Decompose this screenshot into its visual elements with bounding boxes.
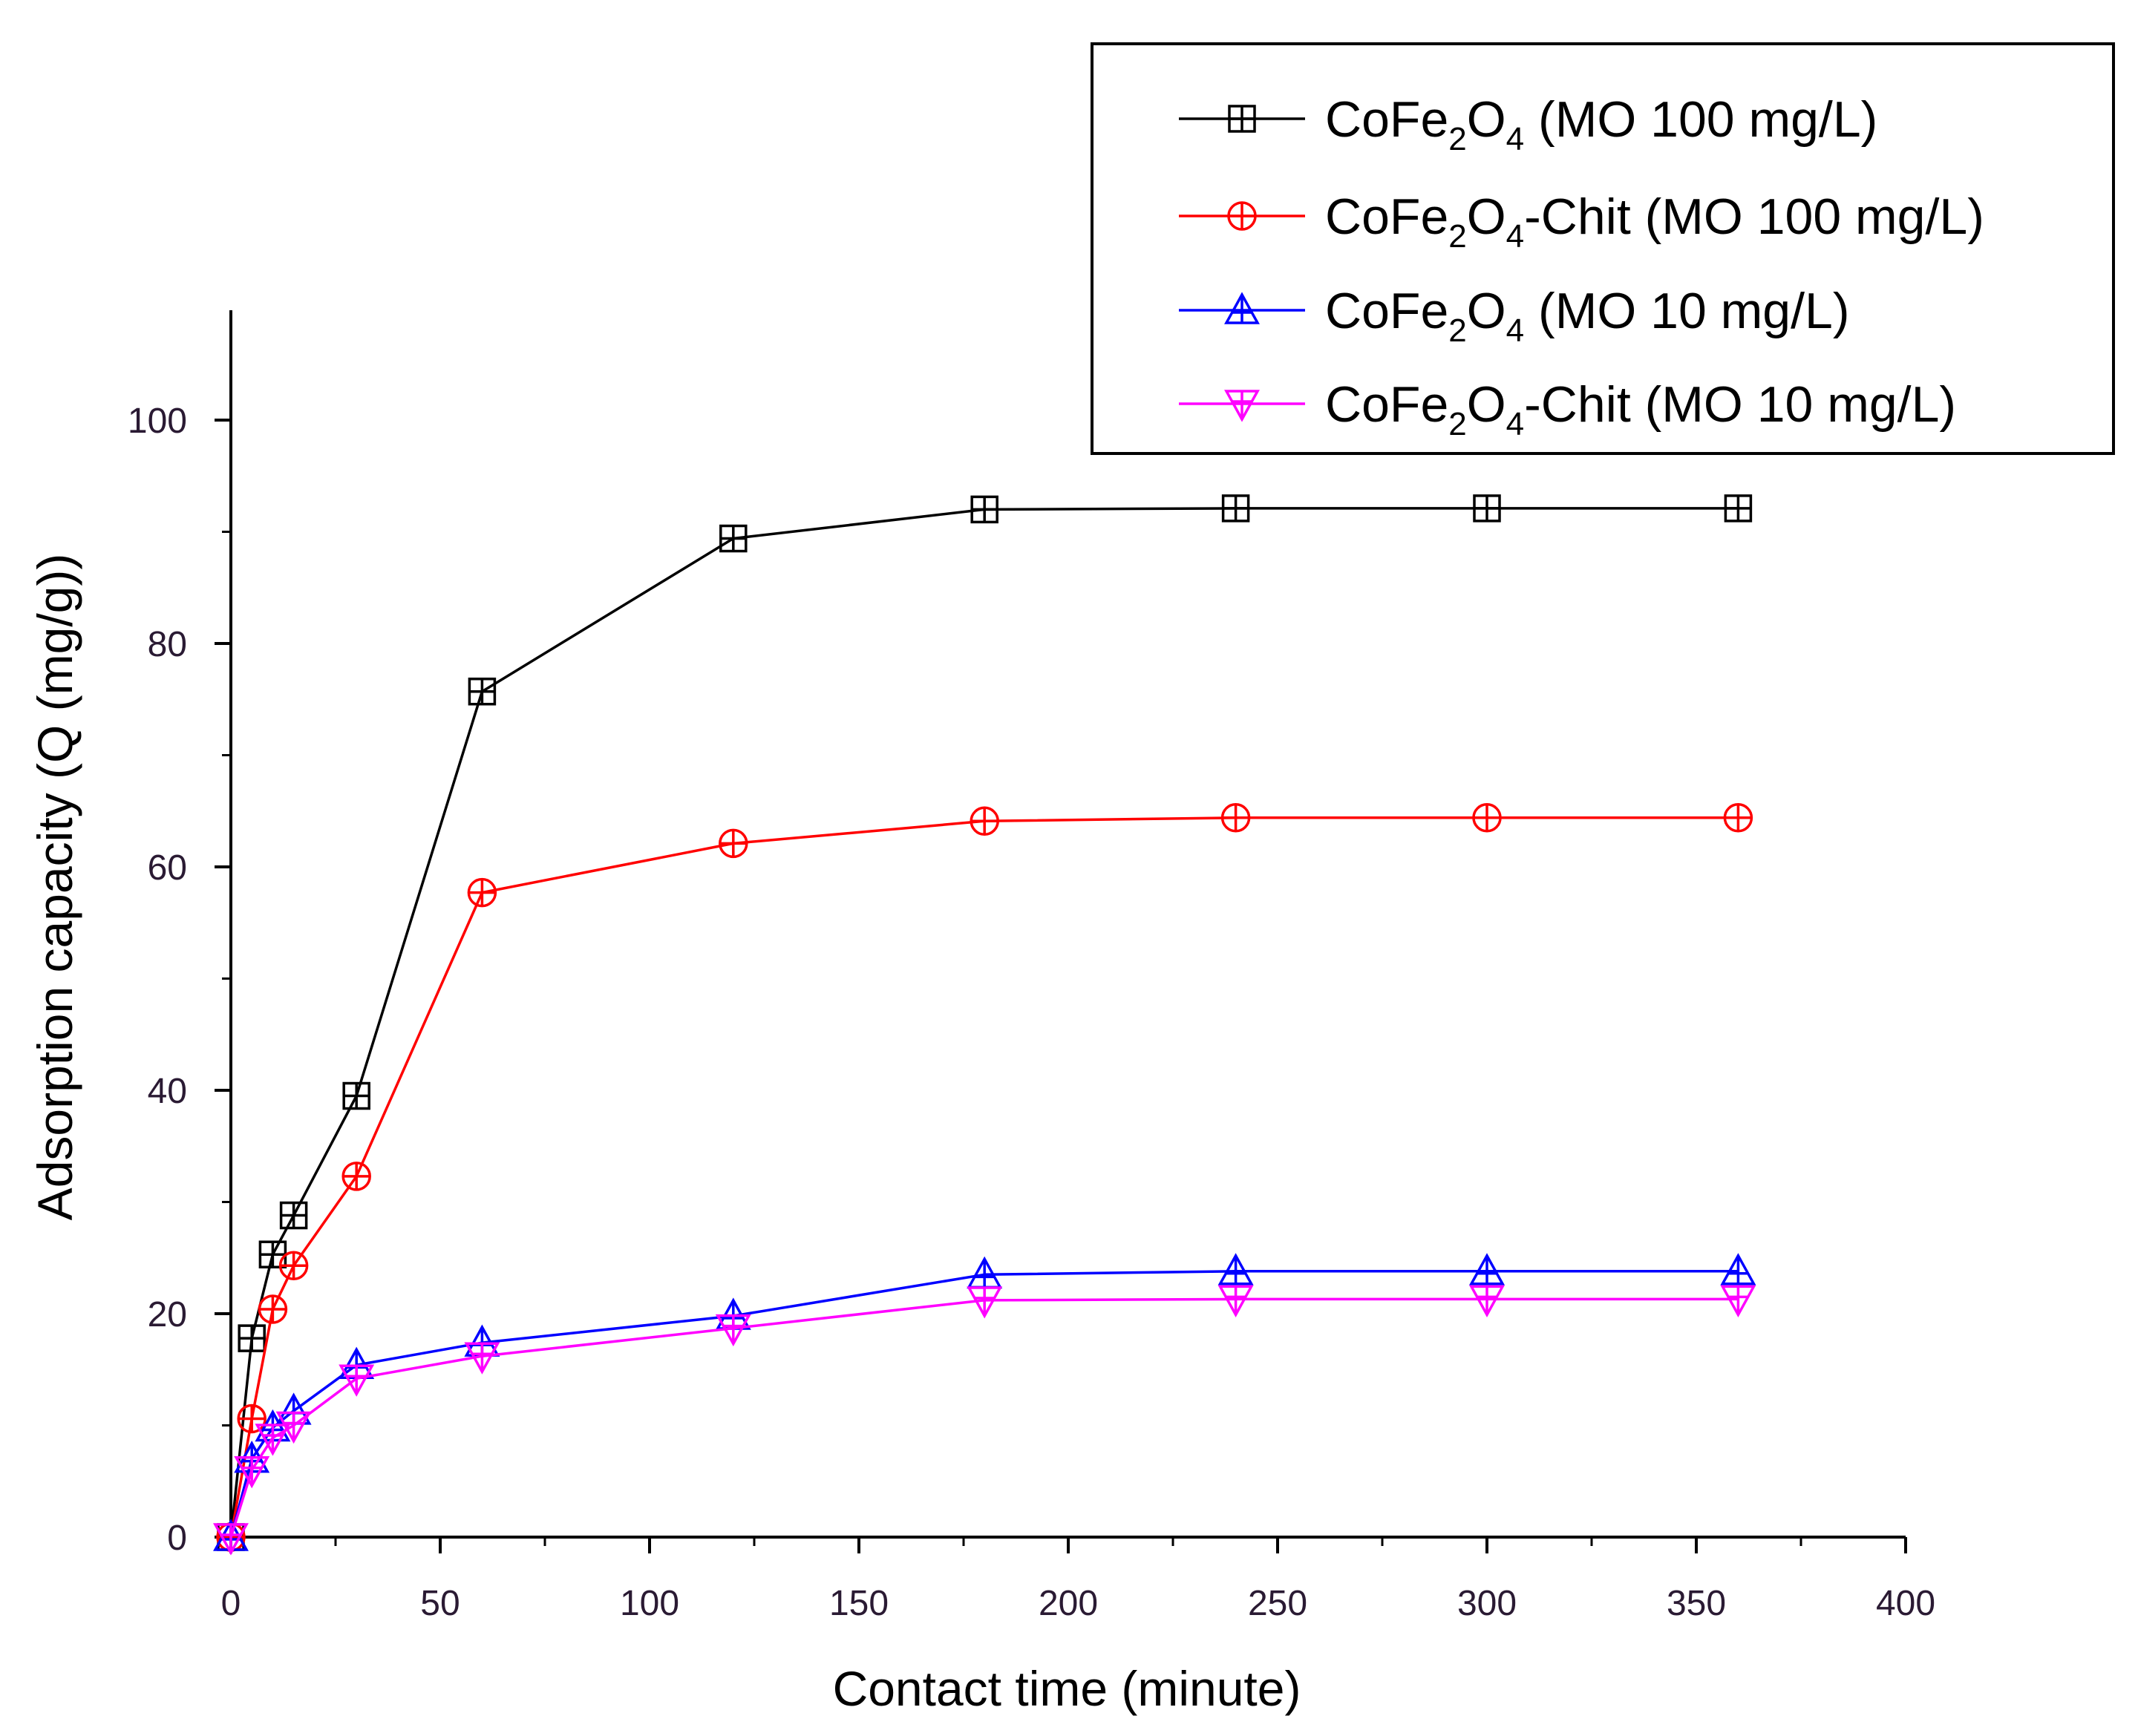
data-point [467, 877, 497, 908]
y-tick-label: 80 [148, 625, 187, 664]
legend-text-part: -Chit (MO 100 mg/L) [1524, 189, 1984, 245]
legend-entry: CoFe2O4-Chit (MO 100 mg/L) [1179, 189, 1984, 255]
legend-entry: CoFe2O4 (MO 100 mg/L) [1179, 91, 1877, 157]
series-2 [216, 803, 1753, 1552]
data-point [1720, 1285, 1756, 1318]
data-point [258, 1294, 288, 1324]
data-point [1720, 1253, 1756, 1285]
legend-text-part: (MO 10 mg/L) [1524, 283, 1849, 339]
legend-label: CoFe2O4 (MO 100 mg/L) [1325, 91, 1877, 157]
legend-text-part: CoFe [1325, 189, 1448, 245]
series-4 [213, 1285, 1756, 1556]
data-point [278, 1251, 309, 1281]
x-tick-label: 100 [620, 1584, 679, 1623]
data-point [970, 806, 999, 836]
legend-marker [1227, 201, 1257, 231]
legend-text-part: -Chit (MO 10 mg/L) [1524, 376, 1956, 433]
x-tick-label: 350 [1667, 1584, 1726, 1623]
legend-entry: CoFe2O4-Chit (MO 10 mg/L) [1179, 376, 1956, 442]
legend-label: CoFe2O4-Chit (MO 10 mg/L) [1325, 376, 1956, 442]
y-tick-label: 100 [128, 402, 187, 441]
data-point [237, 1403, 267, 1434]
x-tick-label: 200 [1039, 1584, 1098, 1623]
y-tick-label: 40 [148, 1072, 187, 1111]
data-point [1220, 803, 1251, 833]
data-point [967, 1286, 1003, 1319]
data-point [464, 1342, 500, 1375]
legend-subscript: 4 [1506, 312, 1524, 349]
axes: 0 50 100 150 200 250 300 350 400 0 20 40 60 80 100 [128, 310, 1935, 1623]
data-point [719, 828, 748, 859]
legend-text-part: O [1467, 91, 1506, 148]
series-line [229, 816, 1739, 1538]
legend-subscript: 2 [1448, 218, 1466, 255]
legend-label: CoFe2O4-Chit (MO 100 mg/L) [1325, 189, 1984, 255]
legend-text-part: O [1467, 283, 1506, 339]
legend-subscript: 4 [1506, 406, 1524, 442]
data-point [1473, 494, 1501, 523]
legend-marker [1228, 105, 1256, 133]
x-axis-title: Contact time (minute) [833, 1661, 1301, 1716]
series-1 [217, 494, 1753, 1551]
legend: CoFe2O4 (MO 100 mg/L)CoFe2O4-Chit (MO 10… [1091, 42, 2115, 455]
legend-marker [1224, 292, 1260, 324]
data-point [468, 677, 497, 706]
data-point [234, 1455, 270, 1489]
data-point [275, 1411, 312, 1444]
legend-text-part: CoFe [1325, 376, 1448, 433]
x-tick-label: 250 [1248, 1584, 1307, 1623]
y-axis-title: Adsorption capacity (Q (mg/g)) [27, 554, 82, 1221]
x-tick-label: 50 [420, 1584, 460, 1623]
y-tick-label: 20 [148, 1295, 187, 1334]
x-tick-label: 400 [1876, 1584, 1935, 1623]
y-tick-label: 0 [167, 1519, 187, 1558]
legend-text-part: CoFe [1325, 283, 1448, 339]
series-layer [213, 494, 1756, 1556]
data-point [1221, 494, 1250, 523]
series-line [229, 507, 1739, 1538]
legend-entry: CoFe2O4 (MO 10 mg/L) [1179, 283, 1849, 349]
data-point [279, 1201, 308, 1230]
legend-text-part: (MO 100 mg/L) [1524, 91, 1877, 148]
data-point [1217, 1253, 1254, 1285]
legend-text-part: O [1467, 189, 1506, 245]
data-point [1724, 494, 1753, 523]
series-line [229, 1297, 1739, 1538]
data-point [255, 1424, 291, 1456]
data-point [213, 1523, 249, 1556]
data-point [1217, 1285, 1254, 1318]
data-point [1723, 803, 1753, 833]
data-point [1469, 1253, 1505, 1285]
legend-text-part: CoFe [1325, 91, 1448, 148]
data-point [970, 495, 998, 524]
legend-text-part: O [1467, 376, 1506, 433]
x-tick-label: 300 [1457, 1584, 1517, 1623]
legend-subscript: 2 [1448, 312, 1466, 349]
legend-box [1091, 42, 2115, 455]
legend-subscript: 2 [1448, 121, 1466, 157]
data-point [342, 1081, 370, 1110]
data-point [339, 1364, 375, 1397]
legend-subscript: 4 [1506, 218, 1524, 255]
y-tick-label: 60 [148, 848, 187, 888]
legend-subscript: 2 [1448, 406, 1466, 442]
legend-label: CoFe2O4 (MO 10 mg/L) [1325, 283, 1849, 349]
data-point [1469, 1285, 1505, 1318]
data-point [341, 1162, 371, 1191]
data-point [1472, 803, 1502, 833]
x-tick-label: 0 [221, 1584, 241, 1623]
data-point [967, 1256, 1003, 1289]
legend-marker [1224, 390, 1260, 422]
data-point [238, 1324, 266, 1352]
x-tick-label: 150 [829, 1584, 889, 1623]
data-point [719, 524, 748, 553]
data-point [715, 1314, 751, 1347]
legend-subscript: 4 [1506, 121, 1524, 157]
